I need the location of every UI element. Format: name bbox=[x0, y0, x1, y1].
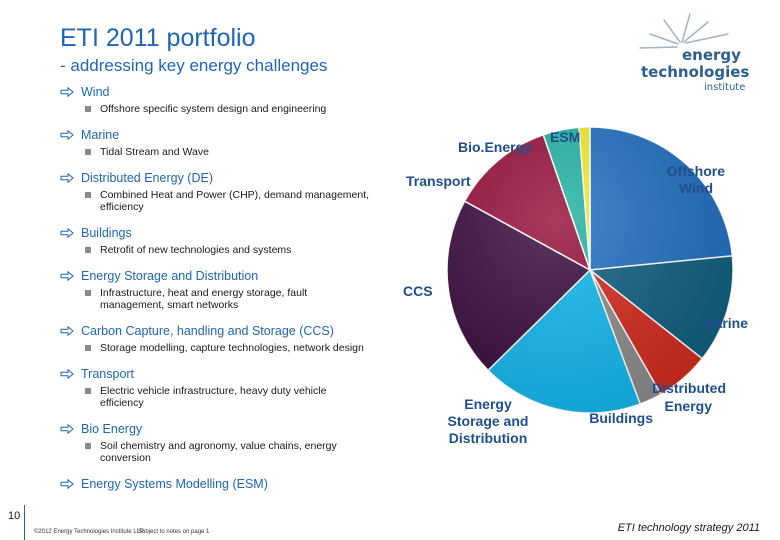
logo-text-energy: energy bbox=[682, 46, 741, 64]
pie-shading bbox=[447, 127, 733, 413]
square-bullet-icon bbox=[85, 290, 91, 296]
copyright-text: ©2012 Energy Technologies Institute LLP bbox=[34, 529, 145, 535]
logo-text-institute: institute bbox=[704, 82, 746, 93]
portfolio-item-heading: Marine bbox=[60, 127, 380, 143]
portfolio-item-detail: Infrastructure, heat and energy storage,… bbox=[85, 287, 380, 311]
arrow-right-icon bbox=[60, 271, 74, 281]
eti-logo: energy technologies institute bbox=[630, 12, 760, 98]
portfolio-item-detail: Offshore specific system design and engi… bbox=[85, 103, 380, 115]
pie-label-energy-storage: Storage and bbox=[448, 413, 529, 429]
footer-divider bbox=[24, 505, 25, 540]
portfolio-item-label: Transport bbox=[81, 367, 135, 381]
footer-note: Subject to notes on page 1 bbox=[138, 529, 210, 535]
portfolio-item: Buildings Retrofit of new technologies an… bbox=[60, 225, 380, 256]
portfolio-item-detail-text: Offshore specific system design and engi… bbox=[100, 103, 327, 115]
portfolio-item-detail: Soil chemistry and agronomy, value chain… bbox=[85, 440, 380, 464]
arrow-right-icon bbox=[60, 369, 74, 379]
square-bullet-icon bbox=[85, 345, 91, 351]
portfolio-item-detail: Combined Heat and Power (CHP), demand ma… bbox=[85, 189, 380, 213]
pie-label-offshore-wind: Offshore bbox=[667, 163, 726, 179]
portfolio-item-heading: Buildings bbox=[60, 225, 380, 241]
portfolio-item-label: Bio Energy bbox=[81, 422, 143, 436]
pie-label-esm: ESM bbox=[550, 129, 580, 145]
portfolio-item-detail-text: Electric vehicle infrastructure, heavy d… bbox=[100, 385, 327, 409]
page-subtitle: - addressing key energy challenges bbox=[60, 56, 328, 75]
portfolio-item-label: Marine bbox=[81, 128, 120, 142]
portfolio-item-heading: Energy Systems Modelling (ESM) bbox=[60, 476, 380, 492]
portfolio-item-label: Energy Systems Modelling (ESM) bbox=[81, 477, 268, 491]
portfolio-item: Bio Energy Soil chemistry and agronomy, v… bbox=[60, 421, 380, 464]
portfolio-item-detail-text: Retrofit of new technologies and systems bbox=[100, 244, 292, 256]
pie-label-distributed-energy: Distributed bbox=[652, 380, 726, 396]
portfolio-item-label: Wind bbox=[81, 85, 110, 99]
portfolio-item: Energy Storage and Distribution Infrastru… bbox=[60, 268, 380, 311]
portfolio-item-detail: Tidal Stream and Wave bbox=[85, 146, 380, 158]
arrow-right-icon bbox=[60, 326, 74, 336]
portfolio-item-detail-text: Tidal Stream and Wave bbox=[100, 146, 209, 158]
square-bullet-icon bbox=[85, 247, 91, 253]
portfolio-item: Distributed Energy (DE) Combined Heat and… bbox=[60, 170, 380, 213]
portfolio-item: Energy Systems Modelling (ESM) bbox=[60, 476, 380, 492]
pie-label-offshore-wind: Wind bbox=[679, 180, 713, 196]
portfolio-item-label: Carbon Capture, handling and Storage (CC… bbox=[81, 324, 334, 338]
portfolio-item: Carbon Capture, handling and Storage (CC… bbox=[60, 323, 380, 354]
portfolio-item: Transport Electric vehicle infrastructure… bbox=[60, 366, 380, 409]
portfolio-item-label: Distributed Energy (DE) bbox=[81, 171, 213, 185]
portfolio-item: Wind Offshore specific system design and … bbox=[60, 84, 380, 115]
strategy-caption: ETI technology strategy 2011 bbox=[617, 522, 760, 534]
pie-label-marine: Marine bbox=[703, 315, 748, 331]
pie-label-buildings: Buildings bbox=[589, 410, 653, 426]
portfolio-item-heading: Carbon Capture, handling and Storage (CC… bbox=[60, 323, 380, 339]
portfolio-item-detail-text: Storage modelling, capture technologies,… bbox=[100, 342, 364, 354]
portfolio-item-label: Energy Storage and Distribution bbox=[81, 269, 259, 283]
portfolio-item-detail: Storage modelling, capture technologies,… bbox=[85, 342, 380, 354]
portfolio-item-detail: Electric vehicle infrastructure, heavy d… bbox=[85, 385, 380, 409]
portfolio-item-detail-text: Infrastructure, heat and energy storage,… bbox=[100, 287, 308, 311]
pie-label-energy-storage: Distribution bbox=[449, 430, 528, 446]
pie-label-distributed-energy: Energy bbox=[665, 398, 713, 414]
square-bullet-icon bbox=[85, 106, 91, 112]
arrow-right-icon bbox=[60, 424, 74, 434]
pie-label-transport: Transport bbox=[406, 173, 471, 189]
arrow-right-icon bbox=[60, 479, 74, 489]
logo-text-technologies: technologies bbox=[641, 63, 750, 81]
pie-label-bioenergy: Bio.Energy bbox=[458, 139, 532, 155]
portfolio-item-heading: Energy Storage and Distribution bbox=[60, 268, 380, 284]
arrow-right-icon bbox=[60, 228, 74, 238]
pie-label-energy-storage: Energy bbox=[464, 396, 512, 412]
page-title: ETI 2011 portfolio bbox=[60, 24, 256, 52]
square-bullet-icon bbox=[85, 192, 91, 198]
page-number: 10 bbox=[8, 510, 21, 522]
arrow-right-icon bbox=[60, 173, 74, 183]
portfolio-item-detail-text: Combined Heat and Power (CHP), demand ma… bbox=[100, 189, 370, 213]
logo-rays-icon bbox=[639, 13, 729, 49]
portfolio-item-heading: Distributed Energy (DE) bbox=[60, 170, 380, 186]
portfolio-item-label: Buildings bbox=[81, 226, 132, 240]
portfolio-item-detail-text: Soil chemistry and agronomy, value chain… bbox=[100, 440, 337, 464]
portfolio-item: Marine Tidal Stream and Wave bbox=[60, 127, 380, 158]
portfolio-item-heading: Wind bbox=[60, 84, 380, 100]
square-bullet-icon bbox=[85, 443, 91, 449]
portfolio-list: Wind Offshore specific system design and … bbox=[60, 84, 380, 492]
arrow-right-icon bbox=[60, 87, 74, 97]
square-bullet-icon bbox=[85, 149, 91, 155]
portfolio-item-heading: Transport bbox=[60, 366, 380, 382]
portfolio-item-heading: Bio Energy bbox=[60, 421, 380, 437]
portfolio-item-detail: Retrofit of new technologies and systems bbox=[85, 244, 380, 256]
square-bullet-icon bbox=[85, 388, 91, 394]
pie-label-ccs: CCS bbox=[403, 283, 433, 299]
arrow-right-icon bbox=[60, 130, 74, 140]
